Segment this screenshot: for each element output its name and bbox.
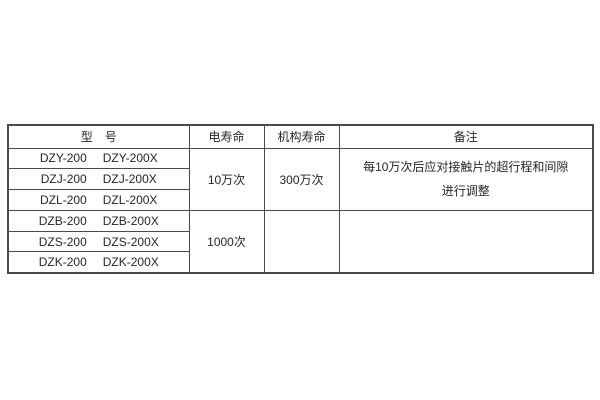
table-row: DZJ-200 DZJ-200X [7,168,593,191]
table-row: DZB-200 DZB-200X 1000次 [7,209,594,274]
model-name: DZY-200X [102,151,158,166]
mechanical-life-cell [263,209,340,274]
model-name: DZK-200 [38,255,87,270]
table-row: DZL-200 DZL-200X [7,189,593,211]
model-name: DZB-200 [38,213,87,228]
header-electrical-life: 电寿命 [188,124,265,149]
table-row: DZK-200 DZK-200X [7,251,593,274]
model-cell: DZJ-200 DZJ-200X [7,168,190,191]
mechanical-life-cell: 300万次 [263,147,340,211]
electrical-life-cell: 1000次 [188,209,265,274]
table-header-row: 型 号 电寿命 机构寿命 备注 [7,124,594,149]
remark-line-1: 每10万次后应对接触片的超行程和间隙 [363,160,569,175]
table-row: DZY-200 DZY-200X 10万次 300万次 每10万次后应对接触片的超… [7,147,594,211]
relay-life-spec-table: 型 号 电寿命 机构寿命 备注 DZY-200 DZY-200X 10万次 300… [7,124,594,274]
header-mechanical-life: 机构寿命 [263,124,340,149]
electrical-life-cell: 10万次 [188,147,265,211]
model-name: DZK-200X [102,255,159,270]
model-cell: DZY-200 DZY-200X [7,147,190,170]
model-cell: DZB-200 DZB-200X [7,209,190,232]
remarks-cell [338,209,594,274]
remarks-cell: 每10万次后应对接触片的超行程和间隙 进行调整 [338,147,594,211]
model-name: DZJ-200X [102,172,157,187]
model-cell: DZK-200 DZK-200X [7,251,190,274]
model-name: DZY-200 [39,151,87,166]
model-name: DZB-200X [102,213,159,228]
model-cell: DZL-200 DZL-200X [7,189,190,211]
header-model: 型 号 [7,124,190,149]
remark-line-2: 进行调整 [441,184,490,199]
model-name: DZL-200X [102,192,158,207]
model-name: DZJ-200 [40,172,87,187]
model-name: DZS-200X [102,234,159,249]
model-name: DZL-200 [40,192,87,207]
header-remarks: 备注 [338,124,594,149]
model-name: DZS-200 [38,234,87,249]
model-cell: DZS-200 DZS-200X [7,230,190,253]
